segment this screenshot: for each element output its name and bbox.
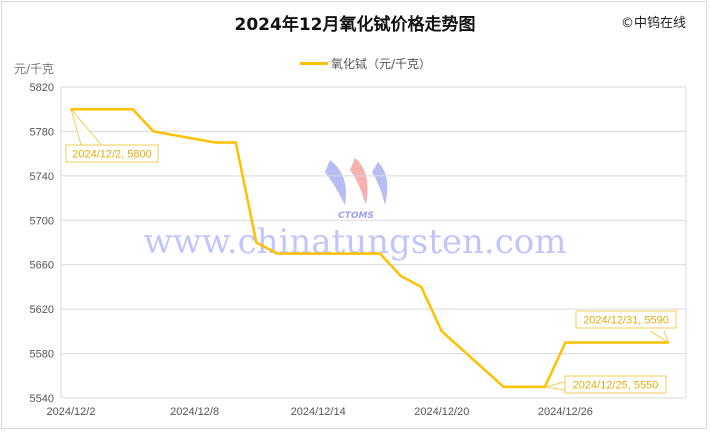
data-point: [502, 385, 505, 388]
annotation-pointer: [70, 108, 105, 149]
legend-label: 氧化铽（元/千克）: [331, 57, 432, 71]
data-point: [585, 341, 587, 344]
data-point: [296, 252, 299, 255]
x-tick-label: 2024/12/2: [47, 406, 96, 418]
data-point: [420, 285, 423, 288]
data-point: [276, 252, 278, 255]
annotation-label: 2024/12/2, 5800: [72, 149, 152, 161]
data-point: [646, 341, 649, 344]
annotation-pointer: [649, 330, 670, 344]
data-point: [131, 108, 134, 111]
copyright-label: ©中钨在线: [620, 16, 686, 31]
legend-swatch: [300, 62, 328, 65]
chart-title: 2024年12月氧化铽价格走势图: [234, 15, 476, 35]
annotation-box: [575, 310, 677, 329]
logo-shape: [350, 158, 368, 205]
annotation-box: [65, 144, 159, 163]
data-point: [358, 252, 361, 255]
watermark-logo-text: CTOMS: [338, 211, 374, 221]
data-point: [234, 141, 237, 144]
y-tick-label: 5700: [30, 215, 54, 227]
y-axis-unit: 元/千克: [14, 62, 55, 76]
y-tick-label: 5820: [30, 82, 54, 94]
x-tick-label: 2024/12/8: [170, 406, 219, 418]
data-point: [379, 252, 381, 255]
series-line: [71, 107, 669, 389]
annotation-box: [564, 375, 667, 394]
data-point: [90, 108, 93, 111]
data-point: [564, 341, 567, 344]
data-point: [214, 141, 217, 144]
data-point: [152, 130, 155, 133]
annotation-pointer: [544, 381, 566, 391]
data-point: [399, 274, 402, 277]
watermark-logo: [325, 158, 388, 205]
annotation-label: 2024/12/25, 5550: [573, 380, 659, 392]
y-tick-label: 5540: [30, 393, 54, 405]
logo-shape: [372, 162, 388, 205]
annotation-label: 2024/12/31, 5590: [583, 315, 669, 327]
y-tick-label: 5580: [30, 349, 54, 361]
legend: 氧化铽（元/千克）: [300, 55, 431, 72]
x-tick-label: 2024/12/26: [538, 406, 593, 418]
y-tick-label: 5780: [30, 126, 54, 138]
data-point: [111, 108, 114, 111]
data-point: [523, 385, 526, 388]
y-tick-label: 5740: [30, 171, 54, 183]
logo-shape: [325, 160, 346, 205]
y-tick-label: 5660: [30, 260, 54, 272]
data-point: [255, 241, 258, 244]
data-point: [440, 330, 443, 333]
x-tick-label: 2024/12/20: [414, 406, 469, 418]
y-tick-label: 5620: [30, 304, 54, 316]
watermark-url: www.chinatungsten.com: [144, 222, 567, 262]
x-tick-label: 2024/12/14: [291, 406, 346, 418]
